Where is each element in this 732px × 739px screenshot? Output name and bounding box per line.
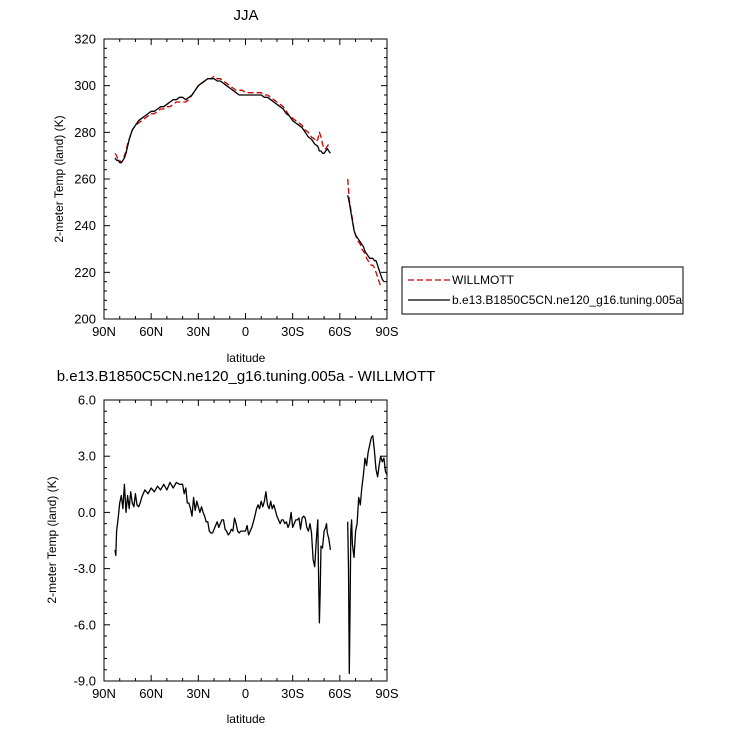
y-tick-label: 220 bbox=[74, 265, 96, 280]
temperature-panel: JJA 2-meter Temp (land) (K) latitude 90N… bbox=[52, 7, 684, 365]
plot-frame bbox=[103, 38, 388, 320]
series-line-0-segment-1 bbox=[347, 434, 388, 675]
y-tick-label: 260 bbox=[74, 172, 96, 187]
series-line-0-segment-0 bbox=[114, 75, 330, 164]
y-tick-label: -9.0 bbox=[74, 674, 96, 689]
series-line-0-segment-1 bbox=[347, 178, 383, 287]
chart-title: JJA bbox=[233, 7, 258, 24]
x-tick-label: 60N bbox=[139, 324, 163, 339]
y-tick-label: 280 bbox=[74, 125, 96, 140]
y-tick-label: 240 bbox=[74, 218, 96, 233]
x-tick-label: 0 bbox=[242, 324, 249, 339]
x-tick-label: 90N bbox=[92, 686, 116, 701]
x-tick-label: 90S bbox=[375, 324, 398, 339]
legend-box bbox=[401, 266, 684, 315]
axis-ticks: 90N 60N 30N 0 30S 60S 90S 200 220 240 260 280 300 320 bbox=[74, 32, 399, 340]
x-tick-label: 0 bbox=[242, 686, 249, 701]
plot-marks bbox=[114, 434, 388, 675]
y-tick-label: -3.0 bbox=[74, 561, 96, 576]
x-tick-label: 60N bbox=[139, 686, 163, 701]
legend: WILLMOTT b.e13.B1850C5CN.ne120_g16.tunin… bbox=[401, 266, 684, 315]
x-axis-label: latitude bbox=[227, 351, 266, 365]
y-axis-label: 2-meter Temp (land) (K) bbox=[45, 476, 59, 603]
difference-panel: b.e13.B1850C5CN.ne120_g16.tuning.005a - … bbox=[45, 368, 435, 726]
x-tick-label: 60S bbox=[328, 324, 351, 339]
x-tick-label: 30S bbox=[281, 686, 304, 701]
chart-title: b.e13.B1850C5CN.ne120_g16.tuning.005a - … bbox=[57, 368, 436, 385]
x-tick-label: 30N bbox=[186, 686, 210, 701]
y-tick-label: 3.0 bbox=[78, 449, 96, 464]
x-tick-label: 30N bbox=[186, 324, 210, 339]
y-tick-label: 300 bbox=[74, 78, 96, 93]
y-tick-label: -6.0 bbox=[74, 617, 96, 632]
x-axis-label: latitude bbox=[227, 712, 266, 726]
x-tick-label: 30S bbox=[281, 324, 304, 339]
series-line-1-segment-0 bbox=[114, 78, 331, 164]
y-tick-label: 200 bbox=[74, 312, 96, 327]
plot-marks bbox=[114, 75, 385, 287]
y-tick-label: 320 bbox=[74, 32, 96, 47]
x-tick-label: 90S bbox=[375, 686, 398, 701]
y-tick-label: 0.0 bbox=[78, 505, 96, 520]
x-tick-label: 90N bbox=[92, 324, 116, 339]
series-line-1-segment-1 bbox=[347, 195, 385, 283]
x-tick-label: 60S bbox=[328, 686, 351, 701]
legend-entry-willmott: WILLMOTT bbox=[452, 273, 515, 287]
series-line-0-segment-0 bbox=[114, 481, 332, 624]
plot-frame bbox=[103, 399, 388, 682]
y-tick-label: 6.0 bbox=[78, 393, 96, 408]
legend-entry-model: b.e13.B1850C5CN.ne120_g16.tuning.005a bbox=[452, 293, 683, 307]
y-axis-label: 2-meter Temp (land) (K) bbox=[52, 115, 66, 242]
